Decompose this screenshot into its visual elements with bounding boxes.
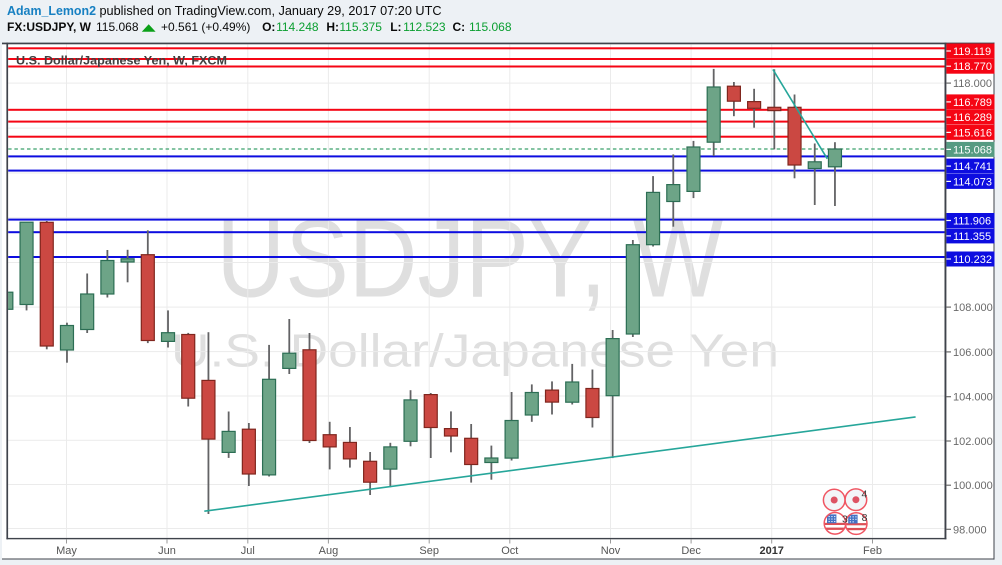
svg-text:104.000: 104.000 — [953, 392, 993, 404]
svg-text:published on TradingView.com,: published on TradingView.com, January 29… — [100, 3, 442, 18]
svg-text:114.073: 114.073 — [953, 176, 992, 188]
svg-text:Nov: Nov — [601, 545, 621, 557]
svg-text:115.068: 115.068 — [96, 20, 139, 34]
svg-text:2017: 2017 — [759, 545, 783, 557]
svg-text:8: 8 — [862, 512, 868, 524]
svg-text:115.375: 115.375 — [339, 20, 382, 34]
svg-text:U.S. Dollar/Japanese Yen: U.S. Dollar/Japanese Yen — [171, 325, 779, 377]
svg-text:108.000: 108.000 — [953, 302, 993, 314]
svg-text:+0.561 (+0.49%): +0.561 (+0.49%) — [161, 20, 250, 34]
svg-text:115.068: 115.068 — [953, 144, 992, 156]
svg-text:106.000: 106.000 — [953, 347, 993, 359]
svg-text:Sep: Sep — [419, 545, 439, 557]
svg-text:3: 3 — [842, 514, 848, 526]
svg-text:111.906: 111.906 — [953, 216, 991, 228]
svg-text:112.523: 112.523 — [403, 20, 446, 34]
svg-text:Jul: Jul — [241, 545, 255, 557]
svg-text:Oct: Oct — [501, 545, 518, 557]
svg-text:102.000: 102.000 — [953, 436, 993, 448]
svg-text:118.770: 118.770 — [953, 61, 992, 73]
svg-text:4: 4 — [862, 488, 868, 500]
svg-text:May: May — [56, 545, 77, 557]
svg-text:116.289: 116.289 — [953, 112, 992, 124]
svg-text:110.232: 110.232 — [953, 254, 992, 266]
svg-text:98.000: 98.000 — [953, 524, 987, 536]
svg-text:100.000: 100.000 — [953, 480, 993, 492]
svg-text:Adam_Lemon2: Adam_Lemon2 — [7, 3, 96, 18]
svg-text:L:: L: — [390, 20, 401, 34]
svg-text:Dec: Dec — [681, 545, 701, 557]
svg-text:111.355: 111.355 — [953, 231, 991, 243]
svg-text:115.616: 115.616 — [953, 127, 992, 139]
svg-text:H:: H: — [326, 20, 339, 34]
svg-text:116.789: 116.789 — [953, 97, 992, 109]
svg-text:Jun: Jun — [158, 545, 176, 557]
svg-text:114.741: 114.741 — [953, 161, 992, 173]
svg-text:114.248: 114.248 — [276, 20, 319, 34]
svg-text:Aug: Aug — [319, 545, 339, 557]
svg-text:U.S. Dollar/Japanese Yen, W, F: U.S. Dollar/Japanese Yen, W, FXCM — [16, 54, 227, 68]
svg-text:O:: O: — [262, 20, 275, 34]
svg-text:118.000: 118.000 — [953, 78, 992, 90]
svg-text:119.119: 119.119 — [953, 46, 991, 58]
svg-text:Feb: Feb — [863, 545, 882, 557]
svg-text:C:: C: — [453, 20, 466, 34]
svg-text:115.068: 115.068 — [469, 20, 512, 34]
svg-text:FX:USDJPY, W: FX:USDJPY, W — [7, 20, 92, 34]
